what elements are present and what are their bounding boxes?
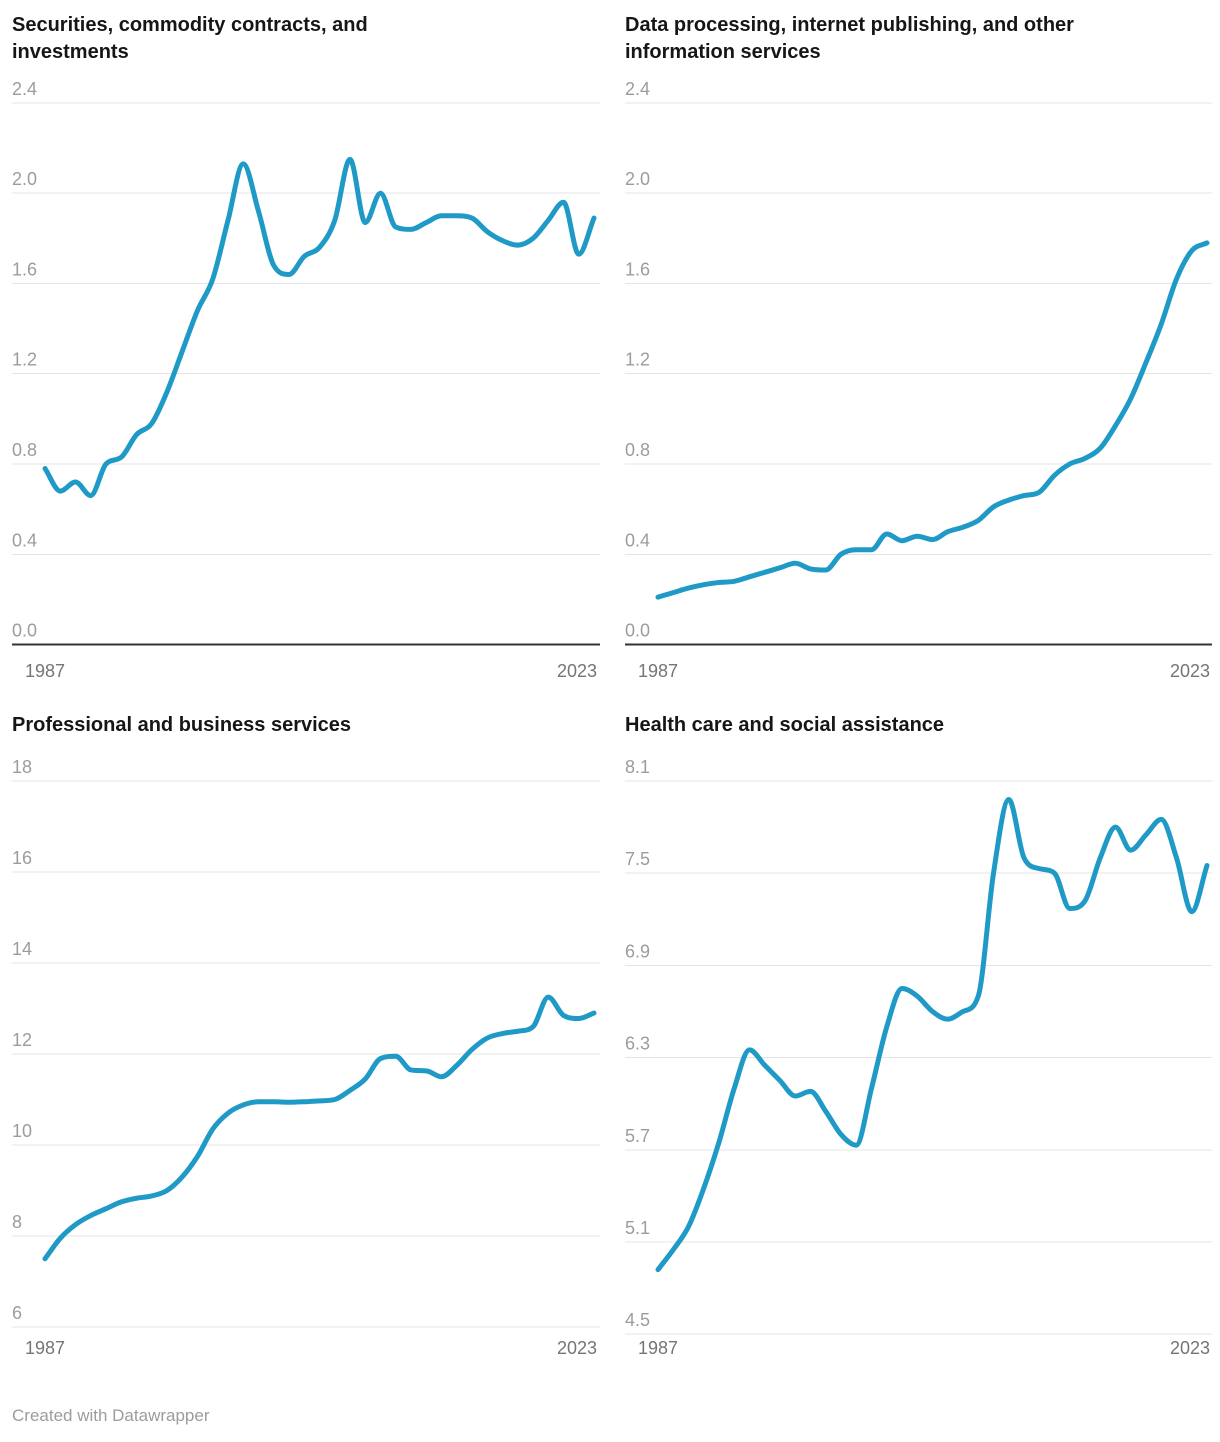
y-axis-tick-label: 6.3	[625, 1034, 650, 1054]
y-axis-tick-label: 8.1	[625, 757, 650, 777]
y-axis-tick-label: 0.8	[12, 440, 37, 460]
y-axis-tick-label: 7.5	[625, 849, 650, 869]
y-axis-tick-label: 1.2	[625, 350, 650, 370]
x-axis-tick-label: 2023	[1170, 661, 1210, 681]
y-axis-tick-label: 0.8	[625, 440, 650, 460]
data-line	[42, 994, 597, 1262]
y-axis-tick-label: 10	[12, 1121, 32, 1141]
y-axis-tick-label: 5.7	[625, 1126, 650, 1146]
x-axis-tick-label: 1987	[638, 661, 678, 681]
data-line	[655, 796, 1210, 1273]
chart-panel: 2.4 2.0 1.6 1.2 0.8 0.4 0.0 1987 2023	[12, 79, 600, 681]
chart-panel: 8.1 7.5 6.9 6.3 5.7 5.1 4.5 1987 2023	[625, 757, 1212, 1358]
y-axis-tick-label: 1.2	[12, 350, 37, 370]
chart-title: Health care and social assistance	[625, 714, 945, 736]
data-line	[42, 156, 597, 499]
y-axis-tick-label: 0.4	[625, 530, 650, 550]
x-axis-tick-label: 2023	[557, 661, 597, 681]
y-axis-tick-label: 14	[12, 939, 32, 959]
y-axis-tick-label: 16	[12, 848, 32, 868]
x-axis-tick-label: 2023	[1170, 1338, 1210, 1358]
x-axis-tick-label: 1987	[25, 1338, 65, 1358]
y-axis-tick-label: 2.0	[12, 169, 37, 189]
y-axis-tick-label: 6.9	[625, 941, 650, 961]
datawrapper-credit: Created with Datawrapper	[12, 1406, 210, 1425]
chart-title: Data processing, internet publishing, an…	[625, 14, 1074, 63]
y-axis-tick-label: 4.5	[625, 1310, 650, 1330]
x-axis-tick-label: 1987	[638, 1338, 678, 1358]
y-axis-tick-label: 0.4	[12, 530, 37, 550]
data-line	[655, 240, 1210, 600]
y-axis-tick-label: 12	[12, 1030, 32, 1050]
y-axis-tick-label: 6	[12, 1303, 22, 1323]
chart-title: Professional and business services	[12, 714, 352, 736]
y-axis-tick-label: 8	[12, 1212, 22, 1232]
y-axis-tick-label: 1.6	[625, 260, 650, 280]
y-axis-tick-label: 2.0	[625, 169, 650, 189]
y-axis-tick-label: 18	[12, 757, 32, 777]
x-axis-tick-label: 1987	[25, 661, 65, 681]
y-axis-tick-label: 0.0	[12, 621, 37, 641]
chart-panel: 2.4 2.0 1.6 1.2 0.8 0.4 0.0 1987 2023	[625, 79, 1212, 681]
y-axis-tick-label: 2.4	[625, 79, 650, 99]
y-axis-tick-label: 0.0	[625, 621, 650, 641]
x-axis-tick-label: 2023	[557, 1338, 597, 1358]
chart-title: Securities, commodity contracts, and inve…	[12, 14, 368, 63]
y-axis-tick-label: 5.1	[625, 1218, 650, 1238]
y-axis-tick-label: 2.4	[12, 79, 37, 99]
y-axis-tick-label: 1.6	[12, 260, 37, 280]
